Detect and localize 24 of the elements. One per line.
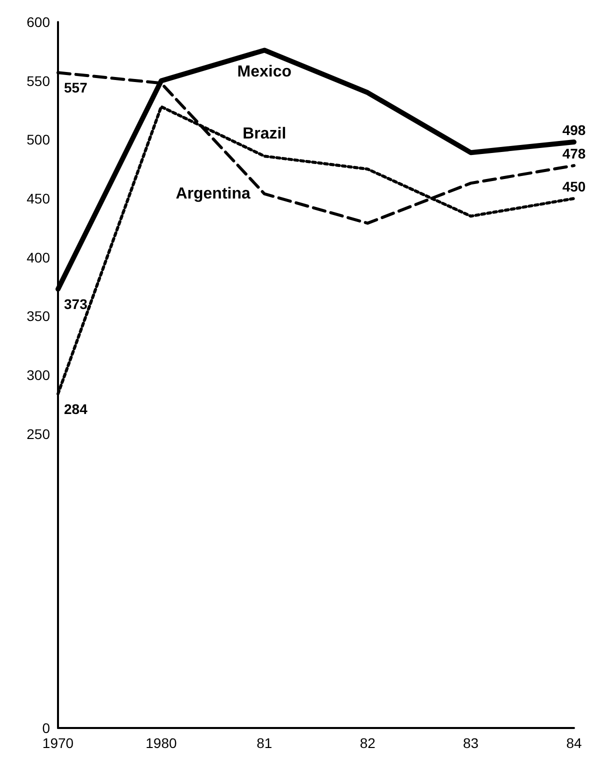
data-label: 284 (64, 400, 88, 417)
y-tick-label: 250 (26, 426, 50, 442)
y-tick-label: 550 (26, 72, 50, 89)
data-label: 450 (562, 178, 586, 194)
x-tick-label: 83 (463, 735, 479, 751)
data-label: 373 (64, 296, 88, 312)
data-label: 557 (64, 80, 88, 96)
data-label: 498 (562, 122, 586, 138)
x-tick-label: 82 (360, 735, 376, 751)
x-tick-label: 81 (256, 735, 272, 751)
series-label: Argentina (176, 185, 250, 202)
x-tick-label: 1970 (42, 735, 74, 751)
x-tick-label: 1980 (146, 735, 177, 751)
y-tick-label: 600 (26, 14, 50, 30)
y-tick-label: 450 (26, 190, 50, 206)
y-tick-label: 500 (26, 132, 50, 148)
y-tick-label: 400 (26, 249, 50, 266)
y-tick-label: 300 (26, 367, 50, 383)
y-tick-label: 350 (26, 308, 50, 324)
x-tick-label: 84 (566, 735, 582, 751)
series-label: Mexico (237, 64, 292, 81)
series-label: Brazil (242, 126, 286, 143)
data-label: 478 (562, 146, 586, 162)
y-tick-label: 0 (42, 720, 50, 736)
